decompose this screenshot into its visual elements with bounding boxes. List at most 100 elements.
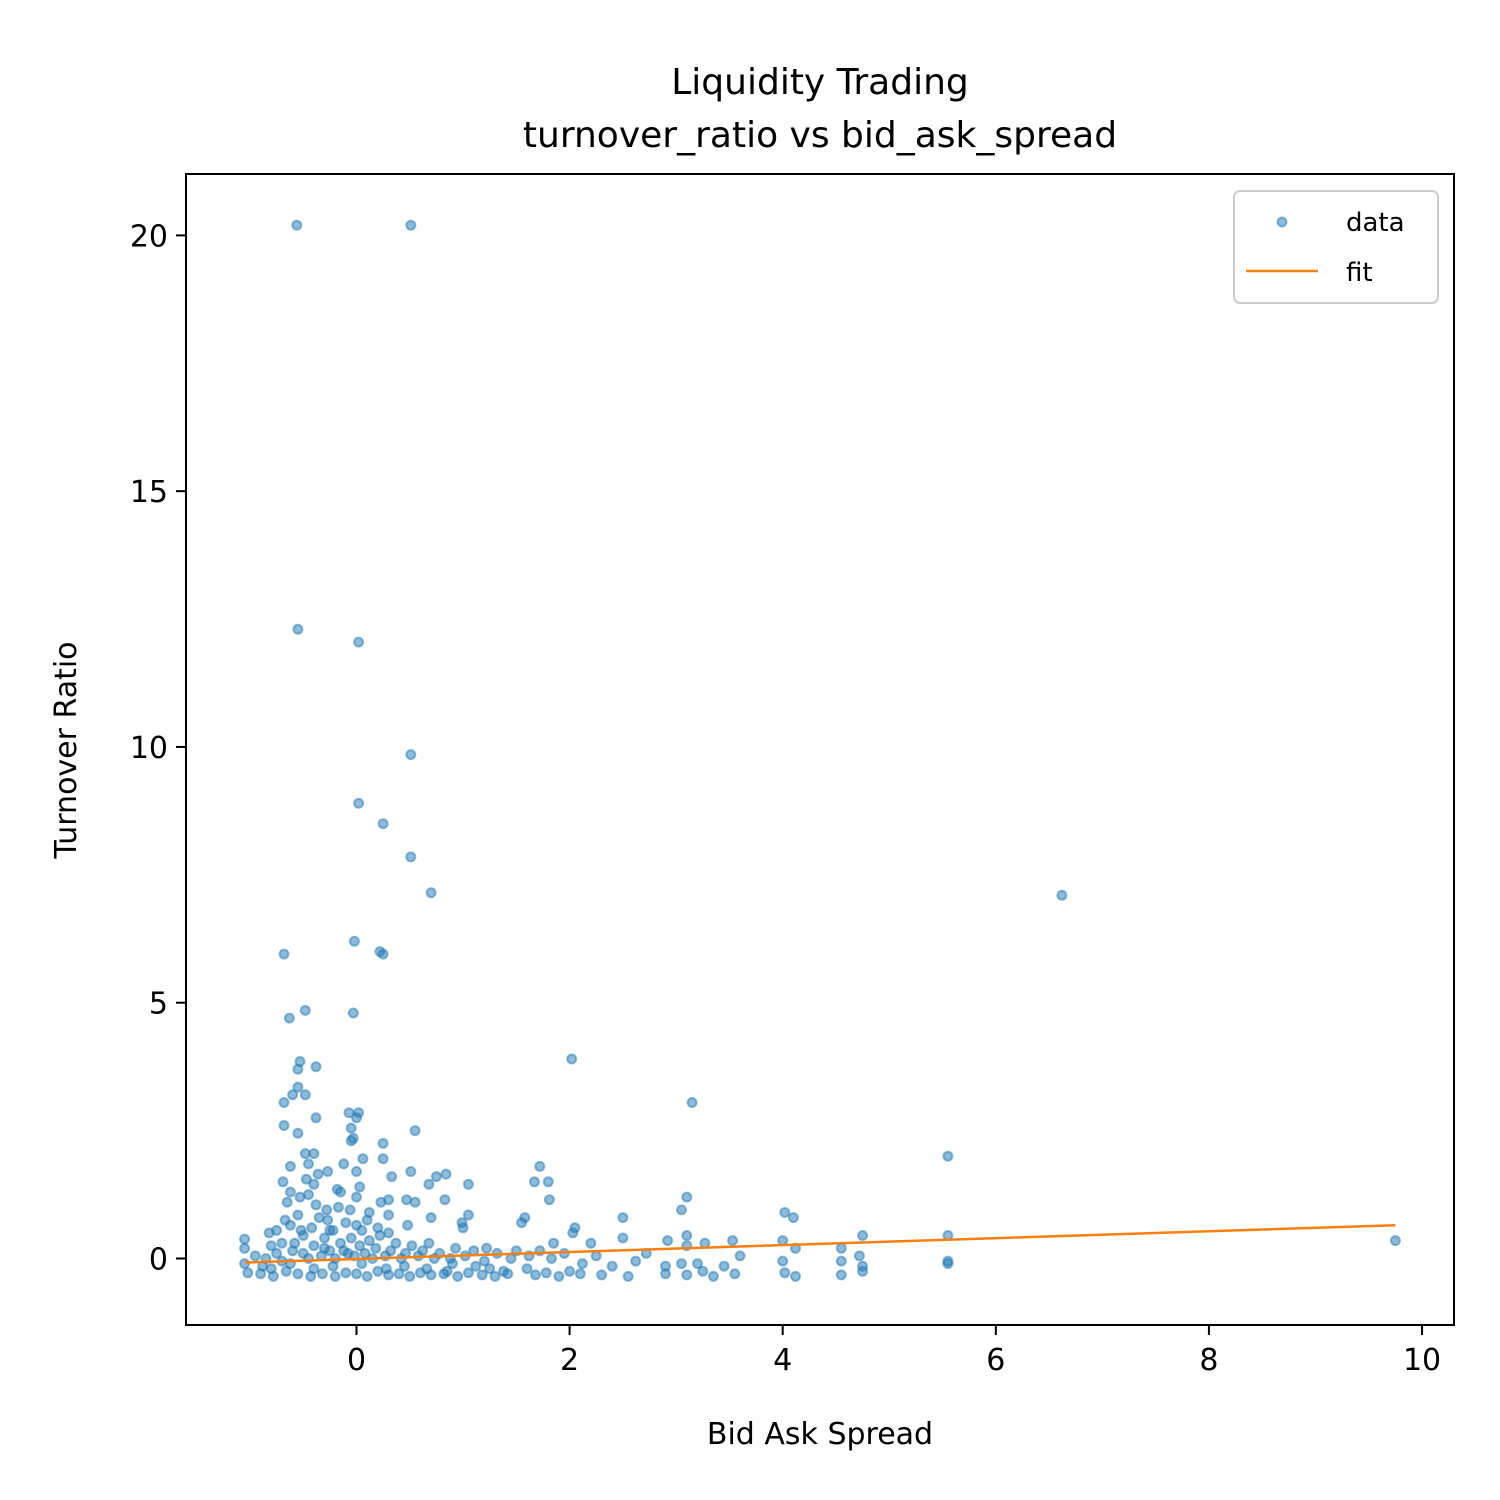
data-point [299, 1004, 311, 1016]
data-point [377, 1137, 389, 1149]
data-point [319, 1242, 330, 1254]
data-point [421, 1263, 433, 1275]
data-point [686, 1097, 698, 1108]
data-point [777, 1235, 789, 1247]
data-point [292, 623, 304, 635]
data-point [289, 1237, 301, 1249]
data-point [857, 1265, 869, 1277]
data-point [390, 1237, 402, 1249]
data-point [734, 1250, 746, 1262]
data-point [617, 1212, 629, 1224]
data-point [697, 1265, 709, 1277]
data-point [553, 1270, 565, 1282]
data-point [478, 1255, 490, 1267]
data-point [329, 1270, 341, 1282]
data-point [361, 1214, 373, 1226]
data-point [617, 1232, 629, 1244]
data-point [322, 1214, 334, 1226]
data-point [303, 1189, 314, 1201]
data-point [402, 1219, 414, 1231]
data-point [1056, 889, 1068, 901]
legend-data-marker [1276, 216, 1288, 228]
data-point [277, 1176, 289, 1188]
x-axis-label: Bid Ask Spread [707, 1417, 933, 1452]
data-point [481, 1242, 492, 1254]
data-point [790, 1270, 801, 1282]
data-point [543, 1194, 555, 1206]
data-point [546, 1253, 557, 1264]
data-point [278, 948, 290, 960]
data-point [787, 1212, 799, 1224]
data-point [299, 1089, 311, 1101]
data-point [457, 1222, 469, 1234]
data-point [308, 1178, 320, 1190]
data-point [354, 1240, 366, 1252]
data-point [347, 1132, 359, 1144]
data-point [351, 1268, 362, 1280]
y-axis-label: Turnover Ratio [49, 641, 84, 859]
data-point [292, 1209, 304, 1221]
data-point [942, 1150, 954, 1162]
legend: data fit [1233, 190, 1439, 304]
data-point [835, 1269, 847, 1281]
data-point [310, 1112, 322, 1124]
y-tick-label: 0 [149, 1242, 168, 1277]
data-point [398, 1260, 410, 1272]
data-point [462, 1209, 474, 1221]
data-point [439, 1194, 451, 1206]
data-point [281, 1196, 293, 1208]
data-point [345, 1122, 357, 1134]
data-point [292, 1268, 304, 1280]
data-point [377, 1153, 389, 1165]
data-point [718, 1260, 730, 1272]
data-point [489, 1270, 501, 1282]
chart-subtitle: turnover_ratio vs bid_ask_spread [523, 115, 1117, 156]
data-point [707, 1270, 719, 1282]
data-point [284, 1186, 296, 1198]
data-point [409, 1196, 421, 1208]
data-point [348, 935, 360, 947]
data-point [596, 1269, 608, 1281]
data-point [356, 1258, 368, 1270]
data-point [292, 1081, 304, 1093]
data-point [356, 1224, 368, 1236]
data-point [340, 1217, 352, 1229]
data-point [386, 1171, 398, 1183]
data-point [585, 1237, 597, 1249]
data-point [409, 1125, 421, 1137]
data-point [284, 1160, 296, 1172]
data-point [278, 1120, 290, 1131]
data-point [452, 1270, 464, 1282]
data-point [462, 1178, 474, 1190]
data-point [430, 1171, 442, 1183]
data-point [681, 1191, 693, 1203]
data-point [347, 1007, 359, 1019]
data-point [316, 1268, 328, 1280]
data-point [393, 1268, 405, 1280]
x-tick-label: 0 [347, 1343, 366, 1378]
data-point [353, 797, 365, 809]
data-point [606, 1260, 618, 1272]
data-point [470, 1260, 482, 1272]
x-tick-label: 6 [986, 1343, 1005, 1378]
x-tick-label: 8 [1199, 1343, 1218, 1378]
data-point [779, 1207, 791, 1218]
data-point [835, 1255, 847, 1267]
data-point [440, 1168, 452, 1180]
data-point [404, 1270, 416, 1282]
data-point [377, 818, 389, 830]
data-point [406, 1240, 418, 1252]
data-point [242, 1267, 254, 1279]
data-point [777, 1255, 789, 1267]
data-point [292, 1063, 304, 1075]
data-point [729, 1268, 741, 1280]
data-point [542, 1176, 554, 1188]
data-point [405, 219, 417, 231]
x-axis: 0 2 4 6 8 10 [347, 1325, 1441, 1378]
data-point [271, 1224, 283, 1236]
data-point [857, 1230, 869, 1241]
data-point [344, 1204, 356, 1216]
data-point [375, 1196, 387, 1208]
legend-frame [1233, 190, 1439, 304]
